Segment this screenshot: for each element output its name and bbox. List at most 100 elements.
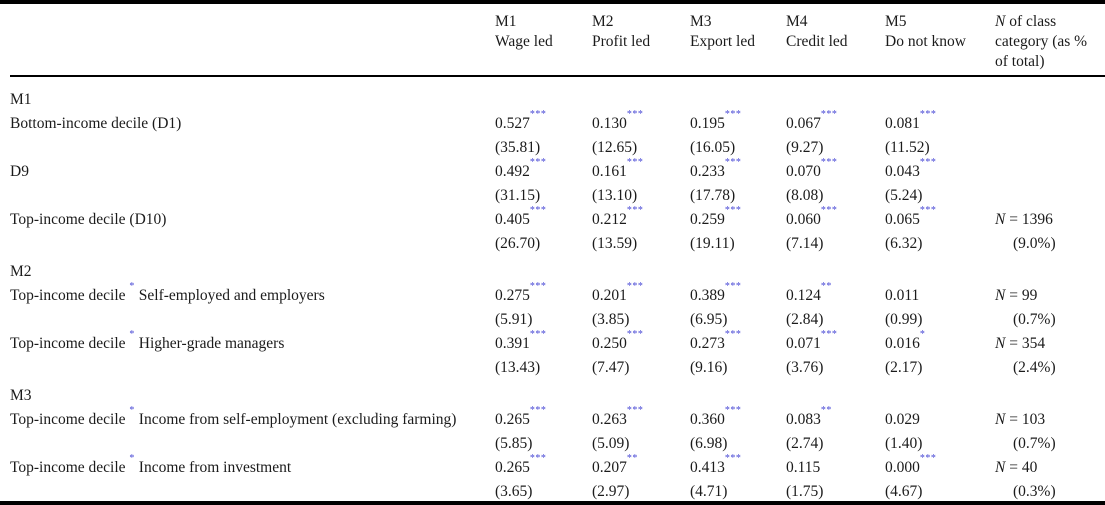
significance-stars: ***: [724, 205, 742, 217]
model-label: Export led: [690, 33, 755, 50]
coefficient: 0.201: [592, 287, 627, 304]
coefficient-line: 0.071***: [786, 330, 885, 356]
n-value: = 99: [1009, 287, 1038, 304]
value-cell: 0.405*** (26.70): [495, 205, 592, 256]
n-cell: N = 1396 (9.0%): [995, 208, 1095, 256]
value-cell: 0.065*** (6.32): [885, 206, 995, 256]
row-label-text: Top-income decile: [10, 459, 126, 476]
coefficient-line: 0.083**: [786, 406, 885, 432]
coefficient: 0.043: [885, 163, 920, 180]
row-label-text: Top-income decile: [10, 411, 126, 428]
t-statistic: (3.85): [592, 311, 630, 328]
t-statistic: (1.40): [885, 435, 923, 452]
n-symbol: N: [995, 335, 1006, 352]
t-statistic: (35.81): [495, 139, 541, 156]
n-cell: [995, 112, 1095, 160]
n-symbol: N: [995, 13, 1006, 30]
significance-stars: ***: [724, 281, 742, 293]
model-column-header: M2 Profit led: [592, 12, 690, 72]
significance-stars: ***: [529, 281, 547, 293]
value-cell: 0.000*** (4.67): [885, 453, 995, 501]
coefficient: 0.265: [495, 411, 530, 428]
t-statistic: (19.11): [690, 235, 735, 252]
t-statistic: (6.32): [885, 235, 923, 252]
t-statistic: (13.59): [592, 235, 638, 252]
value-cell: 0.124** (2.84): [786, 282, 885, 332]
header-spacer: [10, 12, 495, 72]
model-id: M1: [495, 13, 517, 30]
coefficient-line: 0.492***: [495, 158, 592, 184]
value-cell: 0.212*** (13.59): [592, 206, 690, 256]
n-count: N = 40: [995, 456, 1095, 480]
n-cell: [995, 160, 1095, 208]
coefficient-line: 0.405***: [495, 205, 592, 232]
n-cell: N = 99 (0.7%): [995, 284, 1095, 332]
n-percentage: (2.4%): [1013, 359, 1056, 376]
value-cell: 0.275*** (5.91): [495, 281, 592, 332]
t-statistic: (2.74): [786, 435, 824, 452]
coefficient: 0.130: [592, 115, 627, 132]
t-statistic: (9.16): [690, 359, 728, 376]
coefficient-line: 0.195***: [690, 109, 786, 136]
value-cell: 0.273*** (9.16): [690, 330, 786, 380]
coefficient-line: 0.413***: [690, 454, 786, 480]
significance-stars: ***: [529, 205, 547, 217]
value-cell: 0.233*** (17.78): [690, 158, 786, 208]
n-value: = 40: [1009, 459, 1038, 476]
value-cell: 0.492*** (31.15): [495, 158, 592, 208]
t-statistic: (9.27): [786, 139, 824, 156]
t-statistic: (6.98): [690, 435, 728, 452]
significance-stars: ***: [724, 109, 742, 121]
t-statistic: (5.09): [592, 435, 630, 452]
coefficient: 0.071: [786, 335, 821, 352]
n-cell: N = 103 (0.7%): [995, 408, 1095, 456]
t-statistic: (3.76): [786, 359, 824, 376]
n-cell: N = 40 (0.3%): [995, 456, 1095, 501]
value-cell: 0.016* (2.17): [885, 330, 995, 380]
value-cell: 0.263*** (5.09): [592, 405, 690, 456]
coefficient-line: 0.273***: [690, 330, 786, 356]
section-header: M3: [10, 387, 32, 404]
value-cell: 0.070*** (8.08): [786, 158, 885, 208]
coefficient: 0.060: [786, 211, 821, 228]
coefficient: 0.360: [690, 411, 725, 428]
data-row: Top-income decile * Self-employed and em…: [10, 281, 1105, 332]
data-row: Top-income decile * Income from self-emp…: [10, 405, 1105, 456]
coefficient-line: 0.065***: [885, 206, 995, 232]
coefficient: 0.263: [592, 411, 627, 428]
value-cell: 0.360*** (6.98): [690, 406, 786, 456]
coefficient: 0.081: [885, 115, 920, 132]
significance-stars: **: [626, 453, 638, 465]
significance-stars: ***: [919, 453, 937, 465]
coefficient-line: 0.265***: [495, 406, 592, 432]
significance-stars: ***: [919, 109, 937, 121]
t-statistic: (11.52): [885, 139, 930, 156]
significance-stars: ***: [820, 205, 838, 217]
coefficient-line: 0.029: [885, 408, 995, 432]
coefficient: 0.413: [690, 459, 725, 476]
coefficient-line: 0.275***: [495, 281, 592, 308]
model-column-header: M4 Credit led: [786, 12, 885, 72]
coefficient: 0.275: [495, 287, 530, 304]
model-id: M2: [592, 13, 614, 30]
coefficient: 0.016: [885, 335, 920, 352]
n-symbol: N: [995, 411, 1006, 428]
n-percentage: (0.7%): [1013, 435, 1056, 452]
coefficient-line: 0.000***: [885, 453, 995, 480]
n-cell: N = 354 (2.4%): [995, 332, 1095, 380]
coefficient: 0.212: [592, 211, 627, 228]
value-cell: 0.265*** (5.85): [495, 406, 592, 456]
coefficient: 0.011: [885, 287, 920, 304]
model-label: Credit led: [786, 33, 848, 50]
data-row: Bottom-income decile (D1) 0.527*** (35.81)…: [10, 109, 1105, 160]
n-percentage: (0.7%): [1013, 311, 1056, 328]
n-value: = 1396: [1009, 211, 1053, 228]
significance-stars: ***: [626, 405, 644, 417]
coefficient: 0.405: [495, 211, 530, 228]
model-column-header: M3 Export led: [690, 12, 786, 72]
value-cell: 0.207** (2.97): [592, 453, 690, 501]
significance-stars: ***: [820, 109, 838, 121]
coefficient-line: 0.070***: [786, 158, 885, 184]
value-cell: 0.011 (0.99): [885, 284, 995, 332]
coefficient-line: 0.263***: [592, 405, 690, 432]
